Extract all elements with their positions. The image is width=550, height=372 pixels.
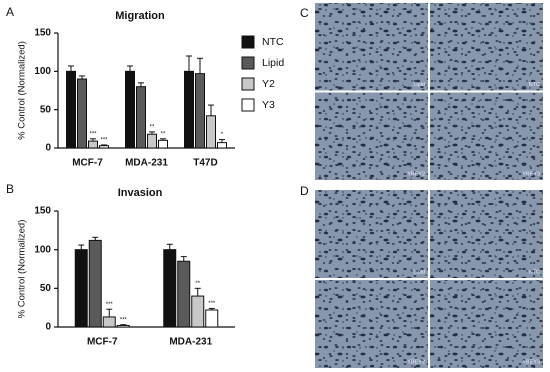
y-axis-label: % Control (Normalized) — [17, 220, 28, 319]
significance-label: ** — [161, 131, 166, 137]
micrograph-overlay — [315, 280, 428, 368]
y-tick-label: 0 — [45, 322, 51, 333]
y-tick-label: 150 — [34, 206, 51, 217]
micrograph-overlay — [315, 190, 428, 278]
micrograph-overlay — [315, 92, 428, 180]
significance-label: *** — [208, 301, 216, 307]
legend-label: Y3 — [262, 99, 275, 111]
x-tick-label: T47D — [193, 158, 217, 169]
x-tick-label: MDA-231 — [125, 158, 168, 169]
image-label: YBEY2 — [407, 359, 425, 365]
bar — [205, 309, 219, 328]
bar — [125, 70, 135, 149]
bar — [191, 295, 205, 328]
image-label: YBEY2 — [407, 171, 425, 177]
image-label: Lipid — [413, 269, 425, 275]
significance-label: *** — [89, 131, 97, 137]
bar — [147, 133, 157, 149]
micrograph-overlay — [430, 190, 543, 278]
bar — [158, 139, 168, 149]
legend-label: Lipid — [262, 57, 284, 69]
significance-label: *** — [106, 302, 114, 308]
bar — [206, 115, 216, 149]
bar — [102, 316, 116, 328]
legend-swatch — [241, 56, 255, 70]
bar — [74, 249, 88, 328]
legend-swatch — [241, 35, 255, 49]
bar — [66, 70, 76, 149]
significance-label: ** — [195, 281, 200, 287]
y-tick-label: 150 — [34, 28, 51, 39]
image-label: YBEY3 — [522, 359, 540, 365]
legend-swatch — [241, 98, 255, 112]
y-tick-label: 100 — [34, 66, 51, 77]
bar — [217, 142, 227, 149]
panel-letter: D — [300, 184, 309, 198]
x-tick-label: MCF-7 — [72, 158, 103, 169]
bar — [195, 73, 205, 149]
panel-letter: C — [300, 6, 309, 20]
x-tick-label: MDA-231 — [169, 337, 212, 348]
significance-label: ** — [150, 124, 155, 130]
bar — [184, 70, 194, 149]
bar — [136, 86, 146, 149]
micrograph-overlay — [430, 280, 543, 368]
image-label: NTC — [529, 269, 540, 275]
legend-label: Y2 — [262, 78, 275, 90]
micrograph-overlay — [315, 3, 428, 91]
chart-title: Migration — [115, 10, 165, 22]
bar — [177, 260, 191, 328]
chart-title: Invasion — [118, 187, 163, 199]
significance-label: * — [221, 132, 224, 138]
y-tick-label: 50 — [40, 283, 52, 294]
legend-swatch — [241, 77, 255, 91]
image-label: NTC — [529, 82, 540, 88]
bar — [88, 239, 102, 328]
image-label: Lipid — [413, 82, 425, 88]
legend-label: NTC — [262, 36, 284, 48]
significance-label: *** — [120, 317, 128, 323]
x-tick-label: MCF-7 — [87, 337, 118, 348]
panel-letter: A — [6, 5, 14, 19]
panel-letter: B — [6, 182, 14, 196]
y-axis-label: % Control (Normalized) — [17, 41, 28, 140]
bar — [163, 249, 177, 328]
y-tick-label: 100 — [34, 244, 51, 255]
bar — [77, 78, 87, 149]
y-tick-label: 0 — [45, 143, 51, 154]
bar — [99, 145, 109, 149]
significance-label: *** — [100, 138, 108, 144]
image-label: YBEY3 — [522, 171, 540, 177]
micrograph-overlay — [430, 3, 543, 91]
bar — [88, 140, 98, 149]
bar — [116, 324, 130, 328]
micrograph-overlay — [430, 92, 543, 180]
y-tick-label: 50 — [40, 104, 52, 115]
